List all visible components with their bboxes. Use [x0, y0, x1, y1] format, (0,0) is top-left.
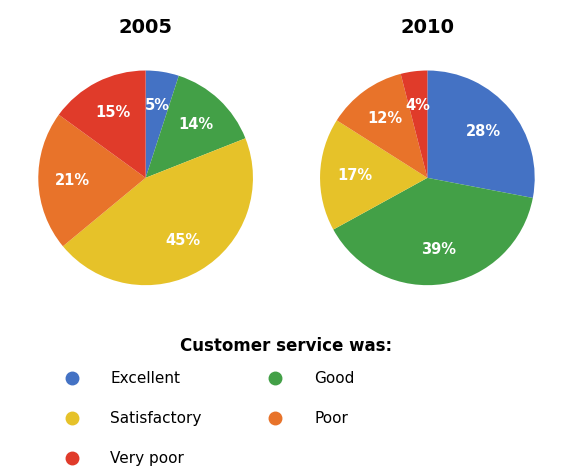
Text: 12%: 12% [367, 111, 402, 126]
Wedge shape [146, 76, 245, 178]
Text: 4%: 4% [406, 98, 431, 113]
Text: Excellent: Excellent [111, 371, 180, 386]
Wedge shape [63, 139, 253, 285]
Title: 2005: 2005 [119, 18, 172, 37]
Wedge shape [59, 71, 146, 178]
Wedge shape [146, 71, 179, 178]
Wedge shape [427, 71, 535, 198]
Text: 17%: 17% [337, 168, 372, 183]
Text: Very poor: Very poor [111, 451, 185, 466]
Text: Customer service was:: Customer service was: [180, 337, 393, 355]
Text: 21%: 21% [55, 173, 90, 188]
Wedge shape [333, 178, 533, 285]
Text: 45%: 45% [165, 233, 201, 248]
Wedge shape [38, 115, 146, 246]
Wedge shape [320, 120, 427, 229]
Text: 39%: 39% [421, 242, 456, 257]
Text: 15%: 15% [95, 105, 130, 120]
Text: Poor: Poor [314, 411, 348, 426]
Text: Satisfactory: Satisfactory [111, 411, 202, 426]
Text: 14%: 14% [178, 117, 213, 132]
Title: 2010: 2010 [401, 18, 454, 37]
Wedge shape [401, 71, 427, 178]
Text: Good: Good [314, 371, 354, 386]
Wedge shape [337, 74, 427, 178]
Text: 5%: 5% [144, 98, 170, 113]
Text: 28%: 28% [466, 124, 501, 139]
